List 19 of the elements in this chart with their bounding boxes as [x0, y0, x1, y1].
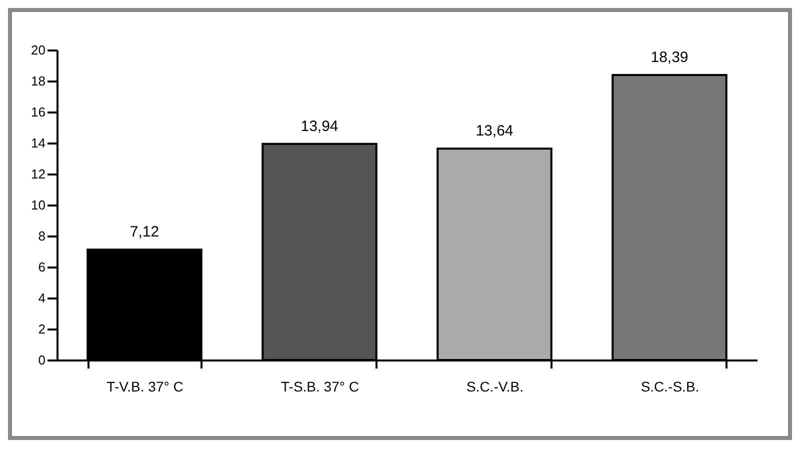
y-tick-label: 0: [38, 352, 46, 368]
y-tick-label: 6: [38, 260, 46, 274]
data-label: 18,39: [650, 48, 688, 66]
data-label: 13,64: [476, 122, 514, 140]
x-tick-label: S.C.-S.B.: [640, 378, 700, 394]
y-tick-label: 16: [31, 104, 46, 120]
y-tick-label: 10: [31, 198, 46, 212]
y-tick-label: 12: [31, 166, 46, 182]
y-tick-label: 2: [38, 322, 46, 336]
y-tick-label: 14: [31, 136, 46, 150]
data-label: 7,12: [130, 224, 160, 241]
x-tick-label: T-S.B. 37° C: [281, 378, 359, 394]
data-label: 13,94: [300, 118, 338, 135]
x-tick-label: T-V.B. 37° C: [106, 378, 184, 394]
y-tick-label: 4: [38, 290, 46, 306]
y-tick-label: 18: [31, 74, 46, 88]
y-tick-label: 8: [38, 228, 46, 244]
x-tick-label: S.C.-V.B.: [466, 378, 524, 394]
y-tick-label: 20: [31, 42, 46, 58]
